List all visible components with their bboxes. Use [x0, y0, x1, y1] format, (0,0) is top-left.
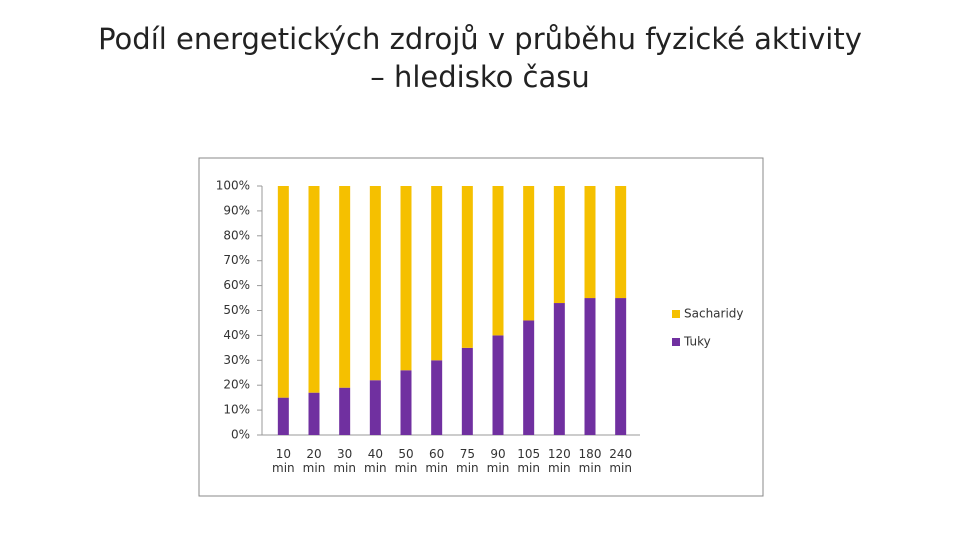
bar-segment	[523, 320, 535, 435]
y-tick-label: 40%	[223, 328, 250, 342]
bar-segment	[400, 186, 412, 371]
bar-segment	[492, 335, 504, 435]
legend-label: Sacharidy	[684, 307, 744, 321]
bar-segment	[461, 186, 473, 348]
bar-segment	[308, 392, 320, 435]
bar-segment	[277, 397, 289, 435]
bar-segment	[615, 298, 627, 435]
bar-segment	[431, 186, 443, 361]
y-tick-label: 90%	[223, 203, 250, 217]
legend-swatch	[672, 310, 680, 318]
y-tick-label: 0%	[231, 428, 250, 442]
bar-segment	[308, 186, 320, 393]
bar-segment	[461, 347, 473, 435]
y-tick-label: 30%	[223, 353, 250, 367]
x-tick-label: 105 min	[517, 447, 541, 475]
bar-segment	[369, 186, 381, 381]
y-tick-label: 60%	[223, 278, 250, 292]
bar-segment	[523, 186, 535, 321]
bar-segment	[553, 186, 565, 304]
y-tick-label: 70%	[223, 253, 250, 267]
y-tick-label: 10%	[223, 403, 250, 417]
bar-segment	[339, 186, 351, 388]
chart-frame	[198, 157, 764, 497]
x-tick-label: 180 min	[578, 447, 602, 475]
bar-segment	[431, 360, 443, 435]
slide-title: Podíl energetických zdrojů v průběhu fyz…	[98, 22, 862, 94]
x-tick-label: 20 min	[302, 447, 326, 475]
bar-segment	[584, 186, 596, 299]
x-tick-label: 40 min	[364, 447, 387, 475]
legend-swatch	[672, 338, 680, 346]
bar-segment	[553, 303, 565, 435]
y-tick-label: 100%	[216, 179, 250, 193]
x-tick-label: 75 min	[456, 447, 479, 475]
x-tick-label: 50 min	[394, 447, 418, 475]
y-tick-label: 20%	[223, 378, 250, 392]
bar-segment	[584, 298, 596, 435]
bar-segment	[615, 186, 627, 299]
x-tick-label: 240 min	[609, 447, 633, 475]
x-tick-label: 30 min	[333, 447, 356, 475]
bar-segment	[369, 380, 381, 435]
x-tick-label: 60 min	[425, 447, 448, 475]
bar-segment	[339, 387, 351, 435]
x-tick-label: 10 min	[272, 447, 295, 475]
bar-segment	[277, 186, 289, 398]
y-tick-label: 50%	[223, 303, 250, 317]
x-tick-label: 90 min	[486, 447, 510, 475]
bar-segment	[492, 186, 504, 336]
x-tick-label: 120 min	[547, 447, 571, 475]
bar-segment	[400, 370, 412, 435]
legend-label: Tuky	[683, 335, 711, 349]
y-tick-label: 80%	[223, 228, 250, 242]
